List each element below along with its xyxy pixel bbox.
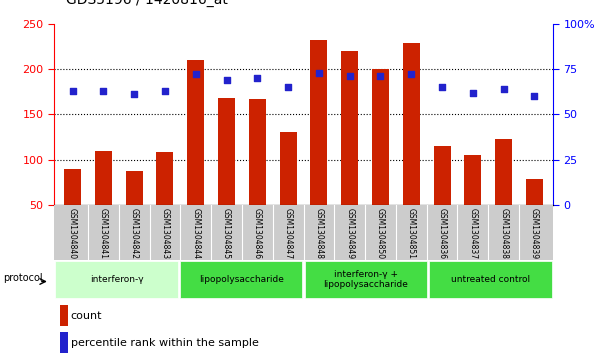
Point xyxy=(345,73,355,79)
Text: GSM1304838: GSM1304838 xyxy=(499,208,508,259)
Text: GSM1304841: GSM1304841 xyxy=(99,208,108,259)
Text: GSM1304849: GSM1304849 xyxy=(345,208,354,259)
Bar xyxy=(64,169,81,250)
Text: GSM1304840: GSM1304840 xyxy=(68,208,77,259)
Text: GSM1304842: GSM1304842 xyxy=(130,208,139,259)
Text: protocol: protocol xyxy=(2,273,42,282)
Text: interferon-γ +
lipopolysaccharide: interferon-γ + lipopolysaccharide xyxy=(323,270,408,289)
FancyBboxPatch shape xyxy=(55,261,177,298)
Point xyxy=(529,93,539,99)
Bar xyxy=(526,179,543,250)
Bar xyxy=(60,306,67,326)
Text: GSM1304847: GSM1304847 xyxy=(284,208,293,259)
Point xyxy=(376,73,385,79)
Bar xyxy=(156,152,174,250)
Text: GSM1304850: GSM1304850 xyxy=(376,208,385,259)
Text: GSM1304837: GSM1304837 xyxy=(468,208,477,259)
Text: GSM1304843: GSM1304843 xyxy=(160,208,169,259)
Text: GDS5196 / 1420816_at: GDS5196 / 1420816_at xyxy=(66,0,228,7)
Point xyxy=(68,88,78,94)
Bar xyxy=(188,60,204,250)
FancyBboxPatch shape xyxy=(180,261,302,298)
Point xyxy=(438,84,447,90)
Point xyxy=(406,72,416,77)
Point xyxy=(129,91,139,97)
Text: GSM1304836: GSM1304836 xyxy=(438,208,447,259)
Bar xyxy=(403,42,419,250)
Bar xyxy=(311,40,328,250)
Bar xyxy=(279,132,296,250)
Text: percentile rank within the sample: percentile rank within the sample xyxy=(70,338,258,348)
FancyBboxPatch shape xyxy=(305,261,427,298)
Text: GSM1304851: GSM1304851 xyxy=(407,208,416,259)
Bar xyxy=(465,155,481,250)
Point xyxy=(252,75,262,81)
Bar xyxy=(495,139,512,250)
Point xyxy=(314,70,324,76)
Bar xyxy=(60,333,67,354)
FancyBboxPatch shape xyxy=(430,261,552,298)
Point xyxy=(191,72,201,77)
Bar xyxy=(433,146,451,250)
Text: GSM1304844: GSM1304844 xyxy=(191,208,200,259)
Text: GSM1304845: GSM1304845 xyxy=(222,208,231,259)
Text: lipopolysaccharide: lipopolysaccharide xyxy=(199,275,284,284)
Point xyxy=(160,88,169,94)
Text: GSM1304848: GSM1304848 xyxy=(314,208,323,259)
Text: interferon-γ: interferon-γ xyxy=(90,275,143,284)
Bar xyxy=(126,171,142,250)
Bar xyxy=(218,98,235,250)
Text: count: count xyxy=(70,311,102,321)
Bar xyxy=(95,151,112,250)
Bar xyxy=(372,69,389,250)
Bar xyxy=(341,51,358,250)
Point xyxy=(468,90,478,95)
Text: GSM1304846: GSM1304846 xyxy=(253,208,262,259)
Point xyxy=(283,84,293,90)
Text: GSM1304839: GSM1304839 xyxy=(530,208,539,259)
Point xyxy=(222,77,231,83)
Point xyxy=(99,88,108,94)
Bar xyxy=(249,99,266,250)
Text: untreated control: untreated control xyxy=(451,275,530,284)
Point xyxy=(499,86,508,92)
